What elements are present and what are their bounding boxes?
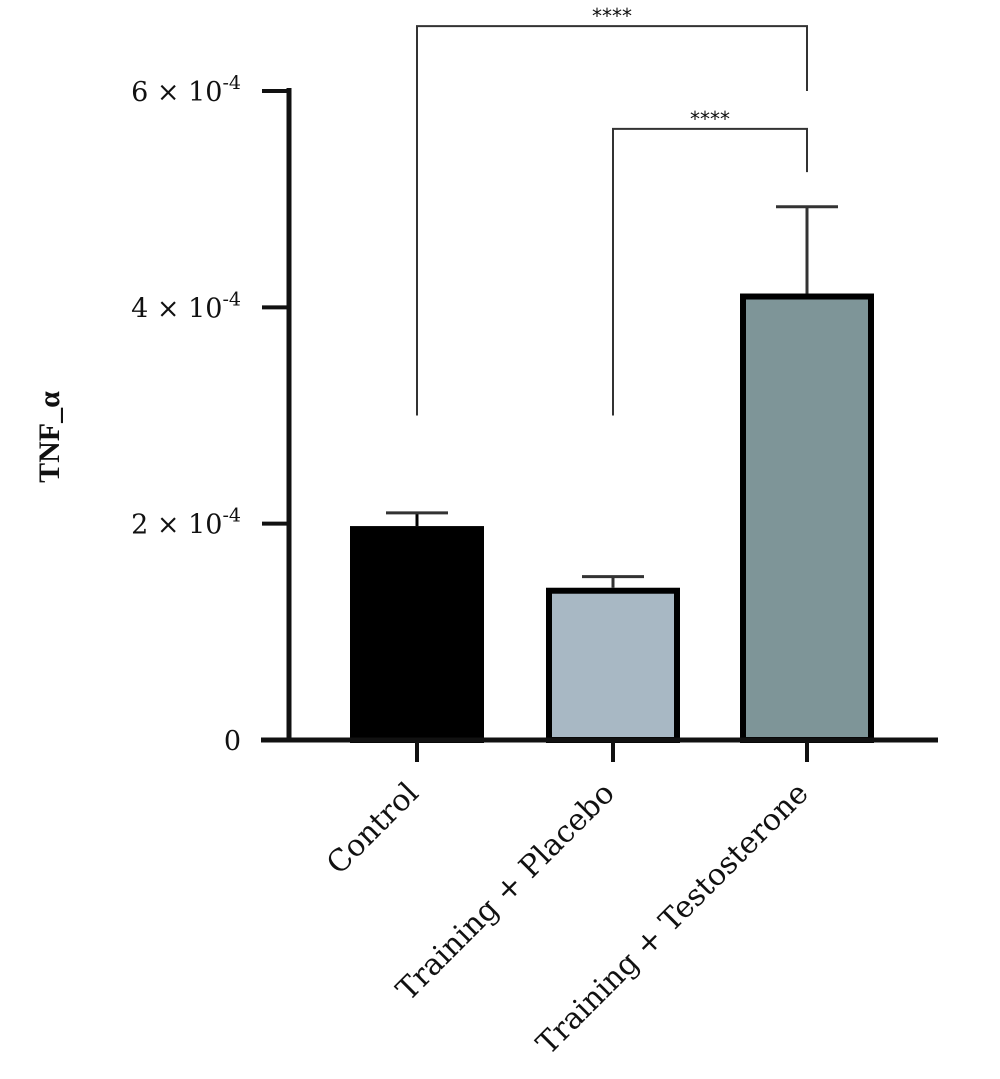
error-bars-layer — [386, 205, 838, 588]
x-tick-label-1: Training + Placebo — [390, 776, 622, 1008]
bars-layer — [350, 293, 874, 744]
significance-bracket-0 — [416, 25, 808, 416]
bar-1 — [546, 587, 680, 743]
y-tick-label-2: 4 × 10-4 — [131, 288, 241, 324]
y-tick-label-0: 0 — [224, 726, 241, 757]
significance-label-0: **** — [592, 4, 632, 28]
y-ticks-layer: 0 2 × 10-4 4 × 10-4 6 × 10-4 — [131, 72, 289, 757]
bar-2 — [740, 293, 874, 743]
y-axis-label: TNF_α — [33, 391, 66, 483]
significance-layer: **** **** — [416, 4, 808, 416]
axes-layer — [261, 88, 938, 743]
significance-bracket-1 — [612, 127, 808, 416]
x-tick-label-0: Control — [320, 776, 426, 882]
bar-0 — [350, 526, 484, 744]
significance-label-1: **** — [690, 107, 730, 131]
y-tick-label-1: 2 × 10-4 — [131, 505, 241, 541]
y-tick-label-3: 6 × 10-4 — [131, 72, 241, 108]
